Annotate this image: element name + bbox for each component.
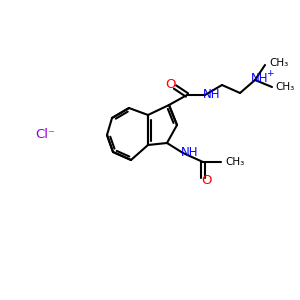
Text: O: O <box>202 173 212 187</box>
Text: CH₃: CH₃ <box>275 82 295 92</box>
Text: +: + <box>266 68 274 77</box>
Text: CH₃: CH₃ <box>225 157 244 167</box>
Text: CH₃: CH₃ <box>269 58 289 68</box>
Text: Cl⁻: Cl⁻ <box>35 128 55 142</box>
Text: NH: NH <box>251 71 269 85</box>
Text: NH: NH <box>181 146 199 158</box>
Text: NH: NH <box>203 88 221 100</box>
Text: O: O <box>165 77 175 91</box>
